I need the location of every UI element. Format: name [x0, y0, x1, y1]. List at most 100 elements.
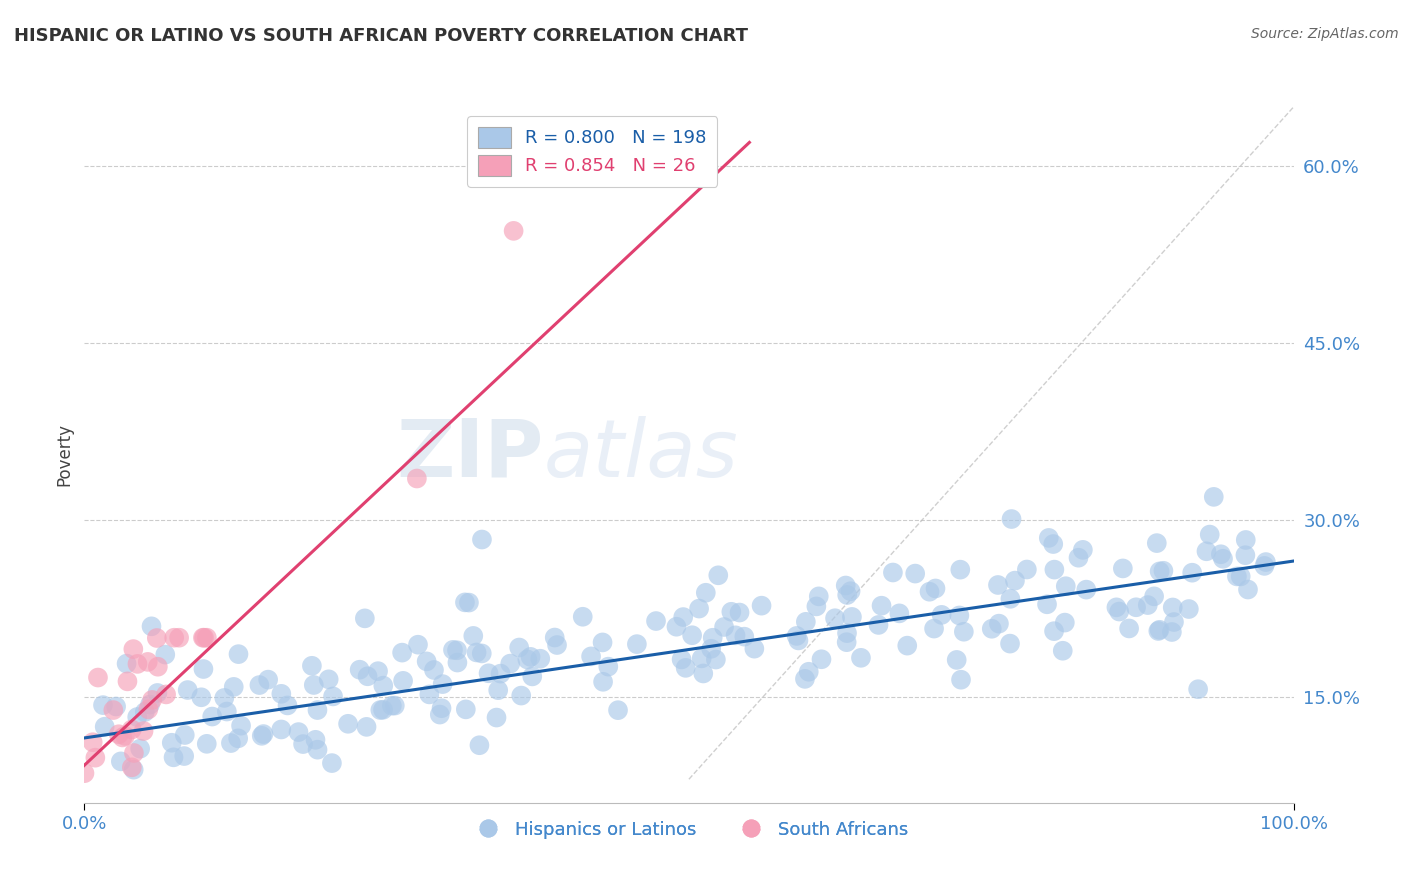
Point [287, 725, 309, 739]
Point [571, 609, 593, 624]
Point [1181, 566, 1204, 580]
Point [454, 595, 477, 609]
Point [318, 673, 340, 687]
Point [214, 690, 236, 705]
Point [922, 622, 945, 636]
Point [700, 641, 723, 656]
Point [824, 611, 846, 625]
Point [193, 631, 215, 645]
Point [356, 720, 378, 734]
Point [724, 628, 747, 642]
Point [107, 727, 129, 741]
Point [1209, 547, 1232, 561]
Point [226, 731, 249, 746]
Point [139, 698, 162, 712]
Point [322, 690, 344, 704]
Point [1105, 600, 1128, 615]
Point [837, 588, 859, 602]
Point [195, 737, 218, 751]
Point [252, 727, 274, 741]
Point [889, 607, 911, 621]
Point [127, 657, 149, 671]
Point [441, 643, 464, 657]
Point [463, 629, 485, 643]
Point [835, 626, 858, 640]
Point [1036, 597, 1059, 611]
Point [193, 662, 215, 676]
Point [337, 716, 360, 731]
Point [229, 719, 252, 733]
Point [384, 698, 406, 713]
Point [924, 582, 946, 596]
Point [671, 652, 693, 666]
Point [391, 646, 413, 660]
Point [84, 750, 107, 764]
Text: Source: ZipAtlas.com: Source: ZipAtlas.com [1251, 27, 1399, 41]
Point [370, 703, 392, 717]
Point [349, 663, 371, 677]
Point [115, 657, 138, 671]
Point [471, 647, 494, 661]
Point [1015, 562, 1038, 576]
Point [219, 736, 242, 750]
Point [1038, 531, 1060, 545]
Point [1254, 555, 1277, 569]
Point [173, 728, 195, 742]
Point [1149, 565, 1171, 579]
Point [127, 710, 149, 724]
Point [146, 631, 169, 645]
Point [454, 702, 477, 716]
Point [1004, 574, 1026, 588]
Point [870, 599, 893, 613]
Point [111, 731, 134, 745]
Point [381, 698, 404, 713]
Point [598, 659, 620, 673]
Point [508, 640, 530, 655]
Point [1043, 563, 1066, 577]
Point [446, 656, 468, 670]
Point [1042, 537, 1064, 551]
Point [1054, 579, 1077, 593]
Point [987, 578, 1010, 592]
Point [249, 678, 271, 692]
Point [489, 666, 512, 681]
Point [371, 703, 394, 717]
Point [465, 645, 488, 659]
Point [1187, 682, 1209, 697]
Point [173, 749, 195, 764]
Point [201, 709, 224, 723]
Point [713, 620, 735, 634]
Point [579, 649, 602, 664]
Point [896, 639, 918, 653]
Point [406, 638, 429, 652]
Point [702, 631, 724, 645]
Point [529, 651, 551, 665]
Point [751, 599, 773, 613]
Point [176, 683, 198, 698]
Point [695, 586, 717, 600]
Point [645, 614, 668, 628]
Point [544, 631, 567, 645]
Text: HISPANIC OR LATINO VS SOUTH AFRICAN POVERTY CORRELATION CHART: HISPANIC OR LATINO VS SOUTH AFRICAN POVE… [14, 27, 748, 45]
Point [681, 628, 703, 642]
Point [675, 661, 697, 675]
Point [87, 671, 110, 685]
Point [949, 563, 972, 577]
Point [868, 618, 890, 632]
Point [423, 663, 446, 677]
Point [1152, 564, 1174, 578]
Point [406, 471, 429, 485]
Point [841, 610, 863, 624]
Point [626, 637, 648, 651]
Point [486, 683, 509, 698]
Point [1212, 551, 1234, 566]
Point [835, 635, 858, 649]
Point [446, 643, 468, 657]
Point [1125, 600, 1147, 615]
Point [1143, 590, 1166, 604]
Point [592, 635, 614, 649]
Point [1052, 644, 1074, 658]
Point [918, 584, 941, 599]
Point [155, 648, 177, 662]
Point [307, 703, 329, 717]
